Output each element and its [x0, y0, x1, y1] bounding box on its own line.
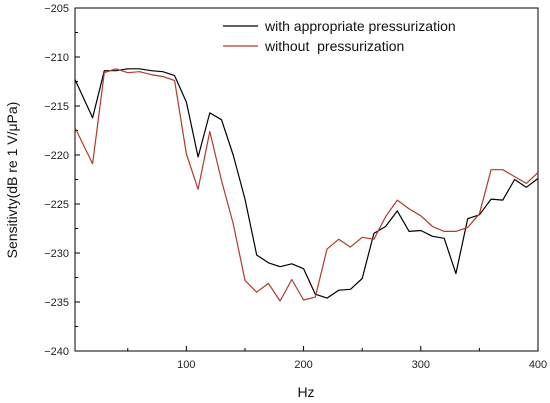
legend-label-with-pressurization: with appropriate pressurization	[264, 18, 456, 34]
x-tick-label-200: 200	[294, 359, 312, 371]
series-line-with-pressurization	[74, 68, 539, 299]
axis-tick-labels: 100 200 300 400 −240 −235 −230 −225 −220 −215 −210…	[44, 3, 547, 371]
x-tick-label-400: 400	[529, 359, 547, 371]
x-tick-label-300: 300	[412, 359, 430, 371]
y-tick-label-210: −210	[44, 52, 69, 64]
y-tick-label-225: −225	[44, 199, 69, 211]
y-tick-label-230: −230	[44, 248, 69, 260]
y-tick-label-215: −215	[44, 101, 69, 113]
y-axis-title: Sensitivty(dB re 1 V/μPa)	[4, 102, 20, 259]
legend: with appropriate pressurization without …	[223, 18, 456, 54]
y-tick-label-205: −205	[44, 3, 69, 15]
y-tick-label-240: −240	[44, 346, 69, 358]
y-tick-label-235: −235	[44, 297, 69, 309]
series-lines	[74, 68, 539, 302]
x-axis-title: Hz	[297, 384, 314, 400]
x-tick-label-100: 100	[177, 359, 195, 371]
y-tick-label-220: −220	[44, 150, 69, 162]
series-line-without-pressurization	[74, 68, 539, 302]
legend-label-without-pressurization: without pressurization	[264, 38, 404, 54]
